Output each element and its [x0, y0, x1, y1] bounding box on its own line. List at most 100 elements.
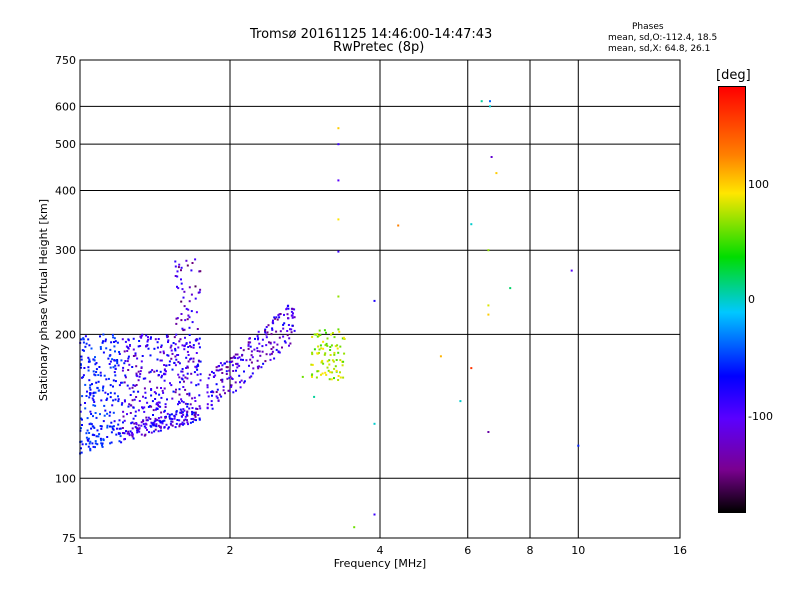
- data-point: [273, 316, 276, 319]
- data-point: [275, 316, 278, 319]
- data-point: [313, 395, 316, 398]
- data-point: [128, 363, 131, 366]
- data-point: [112, 385, 114, 388]
- data-point: [286, 330, 289, 332]
- data-point: [247, 341, 250, 344]
- data-point: [164, 373, 167, 376]
- data-point: [175, 317, 178, 320]
- data-point: [188, 286, 191, 289]
- data-point: [258, 365, 260, 368]
- data-point: [180, 423, 183, 426]
- data-point: [131, 366, 134, 368]
- data-point: [236, 353, 239, 356]
- data-point: [157, 424, 160, 427]
- data-point: [107, 377, 110, 380]
- data-point: [131, 399, 134, 402]
- data-point: [188, 326, 191, 329]
- data-point: [231, 364, 234, 367]
- data-point: [240, 379, 243, 382]
- data-point: [311, 353, 314, 356]
- data-point: [143, 387, 146, 390]
- data-point: [291, 324, 294, 327]
- data-point: [190, 381, 193, 384]
- data-point: [198, 346, 201, 349]
- data-point: [182, 413, 185, 416]
- data-point: [99, 374, 102, 377]
- data-point: [134, 352, 137, 355]
- data-point: [154, 408, 157, 411]
- data-point: [145, 334, 148, 337]
- data-point: [225, 366, 228, 369]
- data-point: [117, 364, 120, 367]
- data-point: [187, 346, 190, 348]
- data-point: [138, 400, 141, 402]
- data-point: [329, 346, 332, 348]
- data-point: [175, 388, 177, 391]
- data-point: [132, 355, 135, 357]
- y-tick-label: 300: [55, 244, 76, 257]
- data-point: [338, 330, 341, 333]
- data-point: [207, 395, 210, 398]
- data-point: [92, 445, 95, 448]
- data-point: [149, 337, 152, 340]
- data-point: [239, 347, 242, 349]
- data-point: [121, 427, 124, 429]
- data-point: [135, 365, 138, 368]
- data-point: [112, 399, 115, 402]
- data-point: [193, 396, 196, 399]
- data-point: [337, 379, 340, 381]
- data-point: [222, 389, 225, 392]
- data-point: [291, 316, 294, 319]
- data-point: [251, 372, 254, 375]
- data-point: [173, 415, 176, 418]
- data-point: [487, 431, 490, 433]
- data-point: [108, 354, 111, 357]
- data-point: [249, 341, 252, 344]
- data-point: [133, 422, 136, 425]
- data-point: [187, 423, 189, 426]
- data-point: [92, 370, 95, 373]
- data-point: [323, 353, 326, 356]
- data-point: [103, 404, 106, 407]
- data-point: [168, 364, 171, 366]
- data-point: [143, 425, 146, 428]
- data-point: [317, 370, 320, 373]
- data-point: [199, 407, 202, 410]
- data-point: [195, 384, 198, 387]
- data-point: [260, 366, 263, 369]
- data-point: [293, 329, 296, 332]
- data-point: [337, 295, 340, 298]
- data-point: [245, 359, 248, 362]
- data-point: [195, 352, 198, 354]
- data-point: [188, 300, 191, 303]
- data-point: [183, 305, 186, 308]
- data-point: [146, 428, 148, 431]
- data-point: [106, 436, 109, 438]
- data-point: [290, 310, 293, 313]
- data-point: [167, 426, 170, 429]
- data-point: [146, 340, 149, 343]
- data-point: [217, 365, 220, 368]
- data-point: [150, 425, 153, 428]
- data-point: [243, 370, 245, 373]
- data-point: [328, 359, 331, 362]
- data-point: [326, 366, 329, 369]
- data-point: [487, 304, 490, 307]
- data-point: [324, 352, 327, 355]
- data-point: [343, 338, 346, 340]
- data-point: [128, 403, 131, 406]
- data-point: [197, 342, 200, 345]
- y-tick-label: 750: [55, 54, 76, 67]
- data-point: [140, 335, 143, 338]
- data-point: [161, 389, 164, 392]
- data-point: [132, 337, 135, 340]
- data-point: [100, 399, 103, 402]
- data-point: [130, 404, 133, 407]
- data-point: [157, 338, 160, 340]
- data-point: [206, 403, 209, 406]
- data-point: [189, 358, 191, 361]
- data-point: [157, 374, 160, 376]
- data-point: [196, 408, 199, 410]
- x-tick-label: 16: [673, 544, 687, 557]
- data-point: [131, 421, 134, 424]
